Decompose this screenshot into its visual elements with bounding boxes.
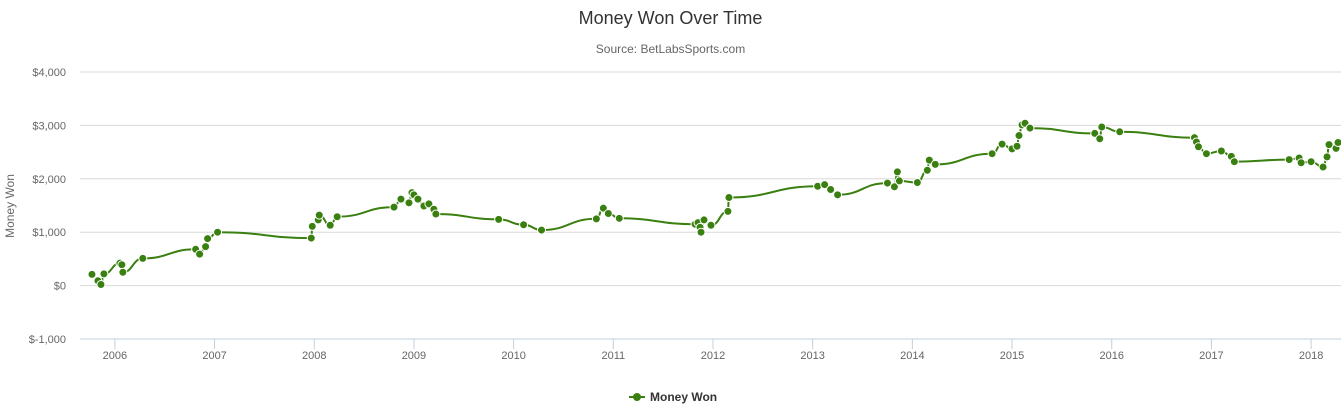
data-point[interactable] (307, 221, 317, 231)
data-point[interactable] (332, 212, 342, 222)
data-point[interactable] (494, 214, 504, 224)
x-tick-label: 2007 (202, 350, 226, 362)
data-point[interactable] (118, 267, 128, 277)
x-tick-label: 2008 (302, 350, 326, 362)
data-point[interactable] (138, 253, 148, 263)
data-point[interactable] (1318, 162, 1328, 172)
data-point[interactable] (987, 149, 997, 159)
data-point[interactable] (889, 182, 899, 192)
data-point[interactable] (724, 192, 734, 202)
data-point[interactable] (892, 167, 902, 177)
data-point[interactable] (614, 213, 624, 223)
data-point[interactable] (1012, 141, 1022, 151)
x-tick-label: 2009 (402, 350, 426, 362)
data-point[interactable] (1216, 146, 1226, 156)
data-point[interactable] (314, 210, 324, 220)
data-point[interactable] (1014, 131, 1024, 141)
data-point[interactable] (591, 214, 601, 224)
x-axis: 2006 2007 2008 2009 2010 2011 2012 2013 2014 2015… (80, 338, 1341, 362)
data-point[interactable] (833, 190, 843, 200)
chart-subtitle: Source: BetLabsSports.com (595, 42, 746, 56)
data-point[interactable] (203, 234, 213, 244)
data-point[interactable] (99, 269, 109, 279)
data-point[interactable] (1201, 149, 1211, 159)
gridlines (80, 71, 1341, 340)
x-tick-label: 2010 (501, 350, 525, 362)
data-point[interactable] (1333, 137, 1341, 147)
data-point[interactable] (389, 202, 399, 212)
data-point[interactable] (537, 225, 547, 235)
data-point[interactable] (1284, 155, 1294, 165)
y-tick-label: $0 (54, 281, 66, 293)
data-point[interactable] (603, 209, 613, 219)
data-point[interactable] (882, 178, 892, 188)
data-point[interactable] (195, 249, 205, 259)
data-point[interactable] (1095, 134, 1105, 144)
legend[interactable]: Money Won (629, 390, 717, 404)
data-point[interactable] (826, 184, 836, 194)
data-point[interactable] (396, 194, 406, 204)
data-point[interactable] (820, 180, 830, 190)
data-point[interactable] (1097, 122, 1107, 132)
y-tick-label: $4,000 (32, 67, 66, 79)
y-tick-label: $3,000 (32, 120, 66, 132)
legend-dot-marker (633, 393, 641, 401)
x-tick-label: 2017 (1199, 350, 1223, 362)
data-point[interactable] (1115, 127, 1125, 137)
x-tick-label: 2015 (1000, 350, 1024, 362)
x-tick-label: 2016 (1099, 350, 1123, 362)
x-tick-label: 2011 (601, 350, 625, 362)
data-point[interactable] (1306, 157, 1316, 167)
data-point[interactable] (699, 215, 709, 225)
data-point[interactable] (325, 220, 335, 230)
y-tick-label: $1,000 (32, 227, 66, 239)
data-point[interactable] (723, 206, 733, 216)
data-point[interactable] (922, 165, 932, 175)
data-point[interactable] (894, 176, 904, 186)
x-tick-label: 2018 (1299, 350, 1323, 362)
x-tick-label: 2012 (701, 350, 725, 362)
data-point[interactable] (87, 269, 97, 279)
data-point[interactable] (706, 220, 716, 230)
data-point[interactable] (912, 178, 922, 188)
data-point[interactable] (117, 260, 127, 270)
data-point[interactable] (1025, 123, 1035, 133)
series-money-won (87, 118, 1341, 290)
x-tick-label: 2013 (800, 350, 824, 362)
data-point[interactable] (696, 227, 706, 237)
data-point[interactable] (1296, 158, 1306, 168)
data-point[interactable] (413, 194, 423, 204)
y-axis-tick-labels: $-1,000 $0 $1,000 $2,000 $3,000 $4,000 (29, 67, 66, 346)
data-point[interactable] (1324, 140, 1334, 150)
data-point[interactable] (306, 233, 316, 243)
data-point[interactable] (997, 139, 1007, 149)
series-line (91, 122, 1339, 286)
y-tick-label: $2,000 (32, 174, 66, 186)
data-point[interactable] (930, 159, 940, 169)
chart-title: Money Won Over Time (578, 8, 763, 28)
data-point[interactable] (404, 198, 414, 208)
data-point[interactable] (1229, 157, 1239, 167)
data-point[interactable] (519, 220, 529, 230)
data-point[interactable] (213, 227, 223, 237)
data-point[interactable] (1193, 142, 1203, 152)
y-tick-label: $-1,000 (29, 334, 66, 346)
x-tick-label: 2014 (900, 350, 924, 362)
data-point[interactable] (201, 242, 211, 252)
data-point[interactable] (1322, 152, 1332, 162)
data-point[interactable] (96, 280, 106, 290)
y-axis-title: Money Won (3, 174, 17, 238)
legend-label-money-won: Money Won (650, 390, 717, 404)
data-point[interactable] (431, 209, 441, 219)
x-tick-label: 2006 (103, 350, 127, 362)
data-point[interactable] (924, 155, 934, 165)
